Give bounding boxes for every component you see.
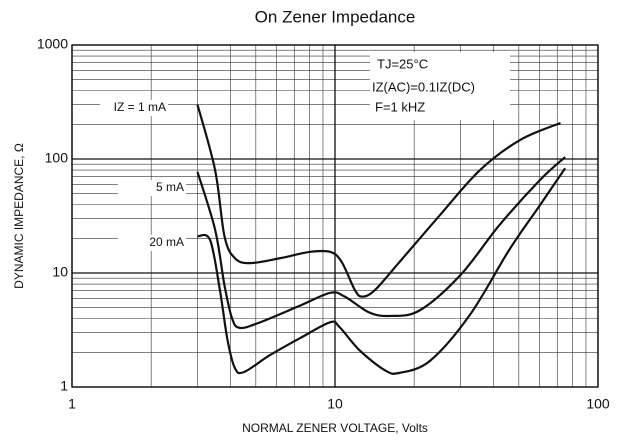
y-tick-label: 1 [60,378,68,394]
chart-title: On Zener Impedance [255,7,416,26]
annotation-box [370,52,510,120]
series-label: 20 mA [149,235,184,249]
series-line [196,156,566,330]
y-tick-label: 10 [52,264,68,280]
label-bg [100,100,168,116]
series-label: IZ = 1 mA [114,100,166,114]
y-tick-label: 100 [45,150,69,166]
annotation: TJ=25°C [377,56,428,71]
label-bg [118,235,186,251]
series-line [196,104,561,298]
annotation: IZ(AC)=0.1IZ(DC) [372,79,475,94]
y-axis-label: DYNAMIC IMPEDANCE, Ω [12,143,26,289]
x-tick-label: 1 [68,396,76,412]
y-tick-label: 1000 [37,36,68,52]
x-tick-label: 100 [586,396,610,412]
x-tick-label: 10 [327,396,343,412]
series-line [197,167,567,375]
plot-frame [71,44,599,388]
x-axis-label: NORMAL ZENER VOLTAGE, Volts [242,421,428,435]
series-label: 5 mA [156,180,184,194]
label-bg [118,180,186,196]
annotation: F=1 kHZ [375,99,425,114]
